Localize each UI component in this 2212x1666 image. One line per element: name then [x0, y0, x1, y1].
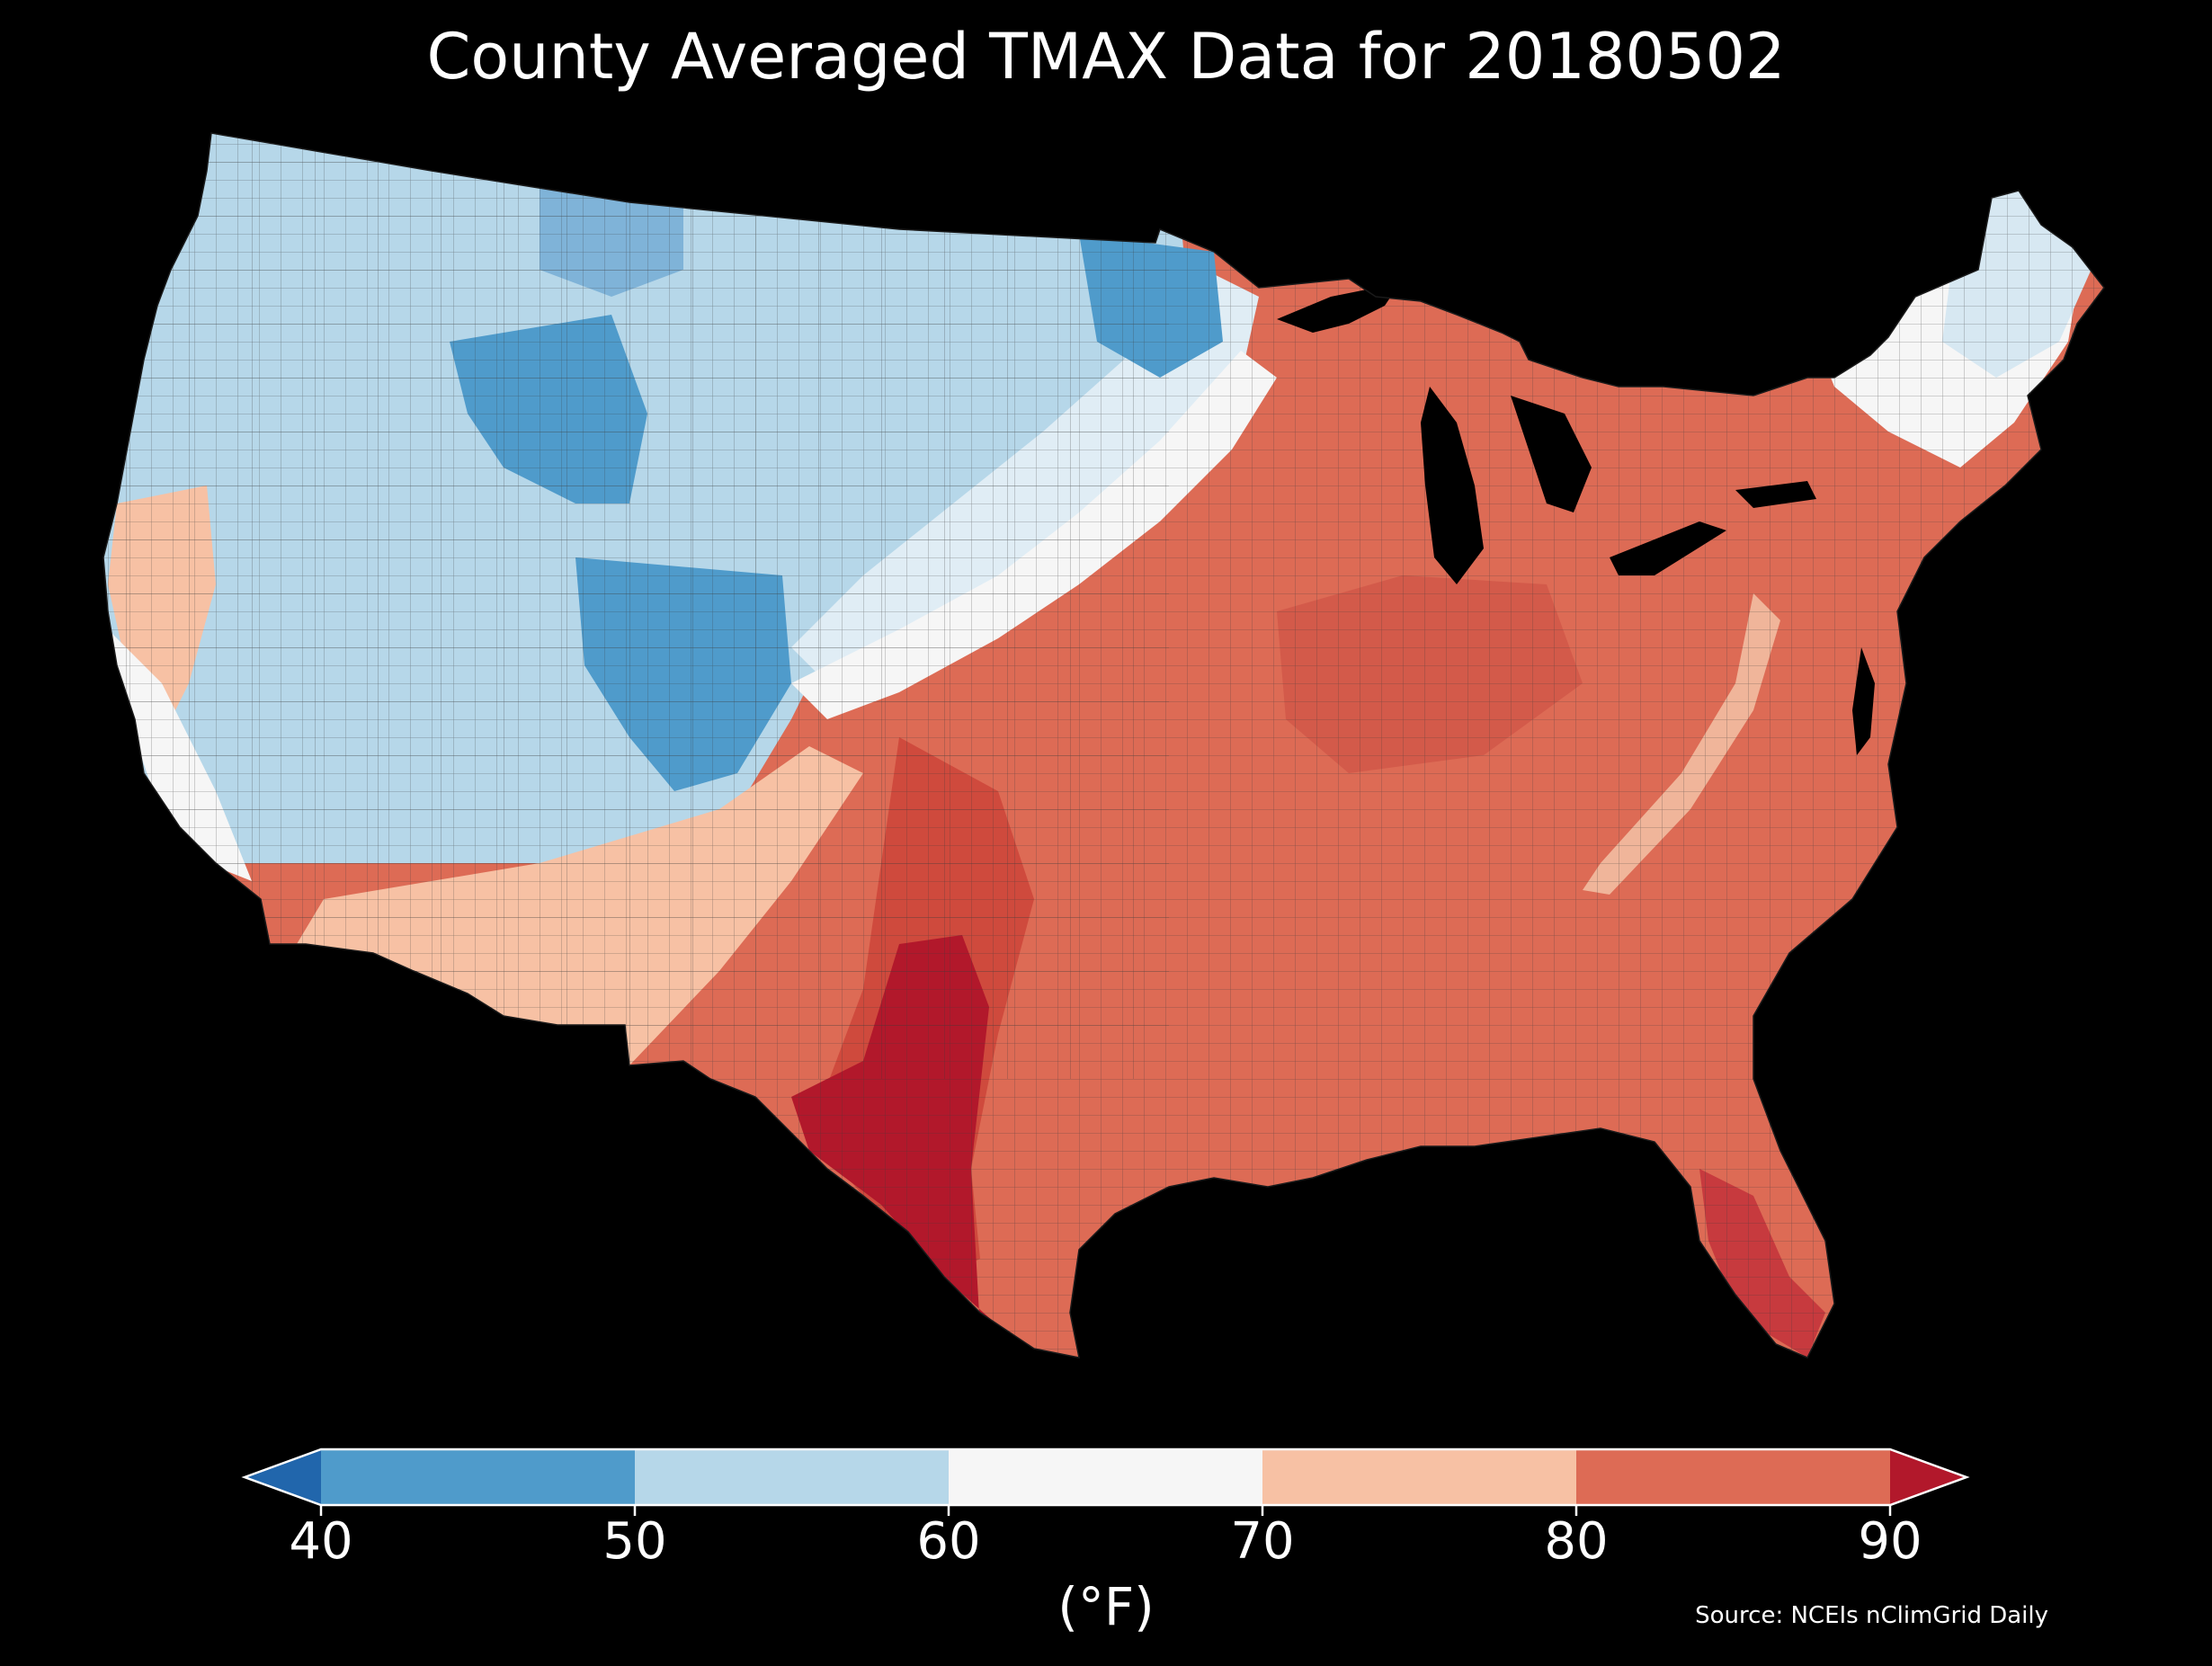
- us-outline: [103, 132, 2105, 1359]
- lake-erie: [1610, 521, 1726, 575]
- lake-ontario: [1735, 481, 1816, 508]
- colorbar-cell: [1262, 1449, 1577, 1505]
- colorbar-cell: [635, 1449, 950, 1505]
- colorbar-cell: [949, 1449, 1263, 1505]
- map-title: County Averaged TMAX Data for 20180502: [426, 20, 1786, 94]
- lake-huron: [1511, 396, 1592, 512]
- colorbar-tick-label: 80: [1544, 1512, 1609, 1571]
- colorbar-tick-label: 50: [602, 1512, 667, 1571]
- colorbar-extend-low: [245, 1449, 321, 1505]
- lake-superior: [1277, 279, 1403, 333]
- colorbar-cell: [321, 1449, 636, 1505]
- county-boundaries-west: [103, 133, 1169, 1079]
- colorbar-unit-label: (°F): [1057, 1576, 1155, 1637]
- colorbar-tick-label: 40: [289, 1512, 353, 1571]
- source-credit: Source: NCEIs nClimGrid Daily: [1695, 1602, 2048, 1629]
- great-lakes: [1277, 279, 1875, 755]
- lake-michigan: [1421, 387, 1484, 584]
- colorbar: [241, 1448, 1970, 1516]
- chesapeake-bay: [1852, 647, 1875, 755]
- colorbar-cell: [1576, 1449, 1891, 1505]
- colorbar-tick-label: 70: [1230, 1512, 1295, 1571]
- colorbar-tick-label: 90: [1858, 1512, 1922, 1571]
- colorbar-extend-high: [1890, 1449, 1967, 1505]
- colorbar-tick-label: 60: [916, 1512, 981, 1571]
